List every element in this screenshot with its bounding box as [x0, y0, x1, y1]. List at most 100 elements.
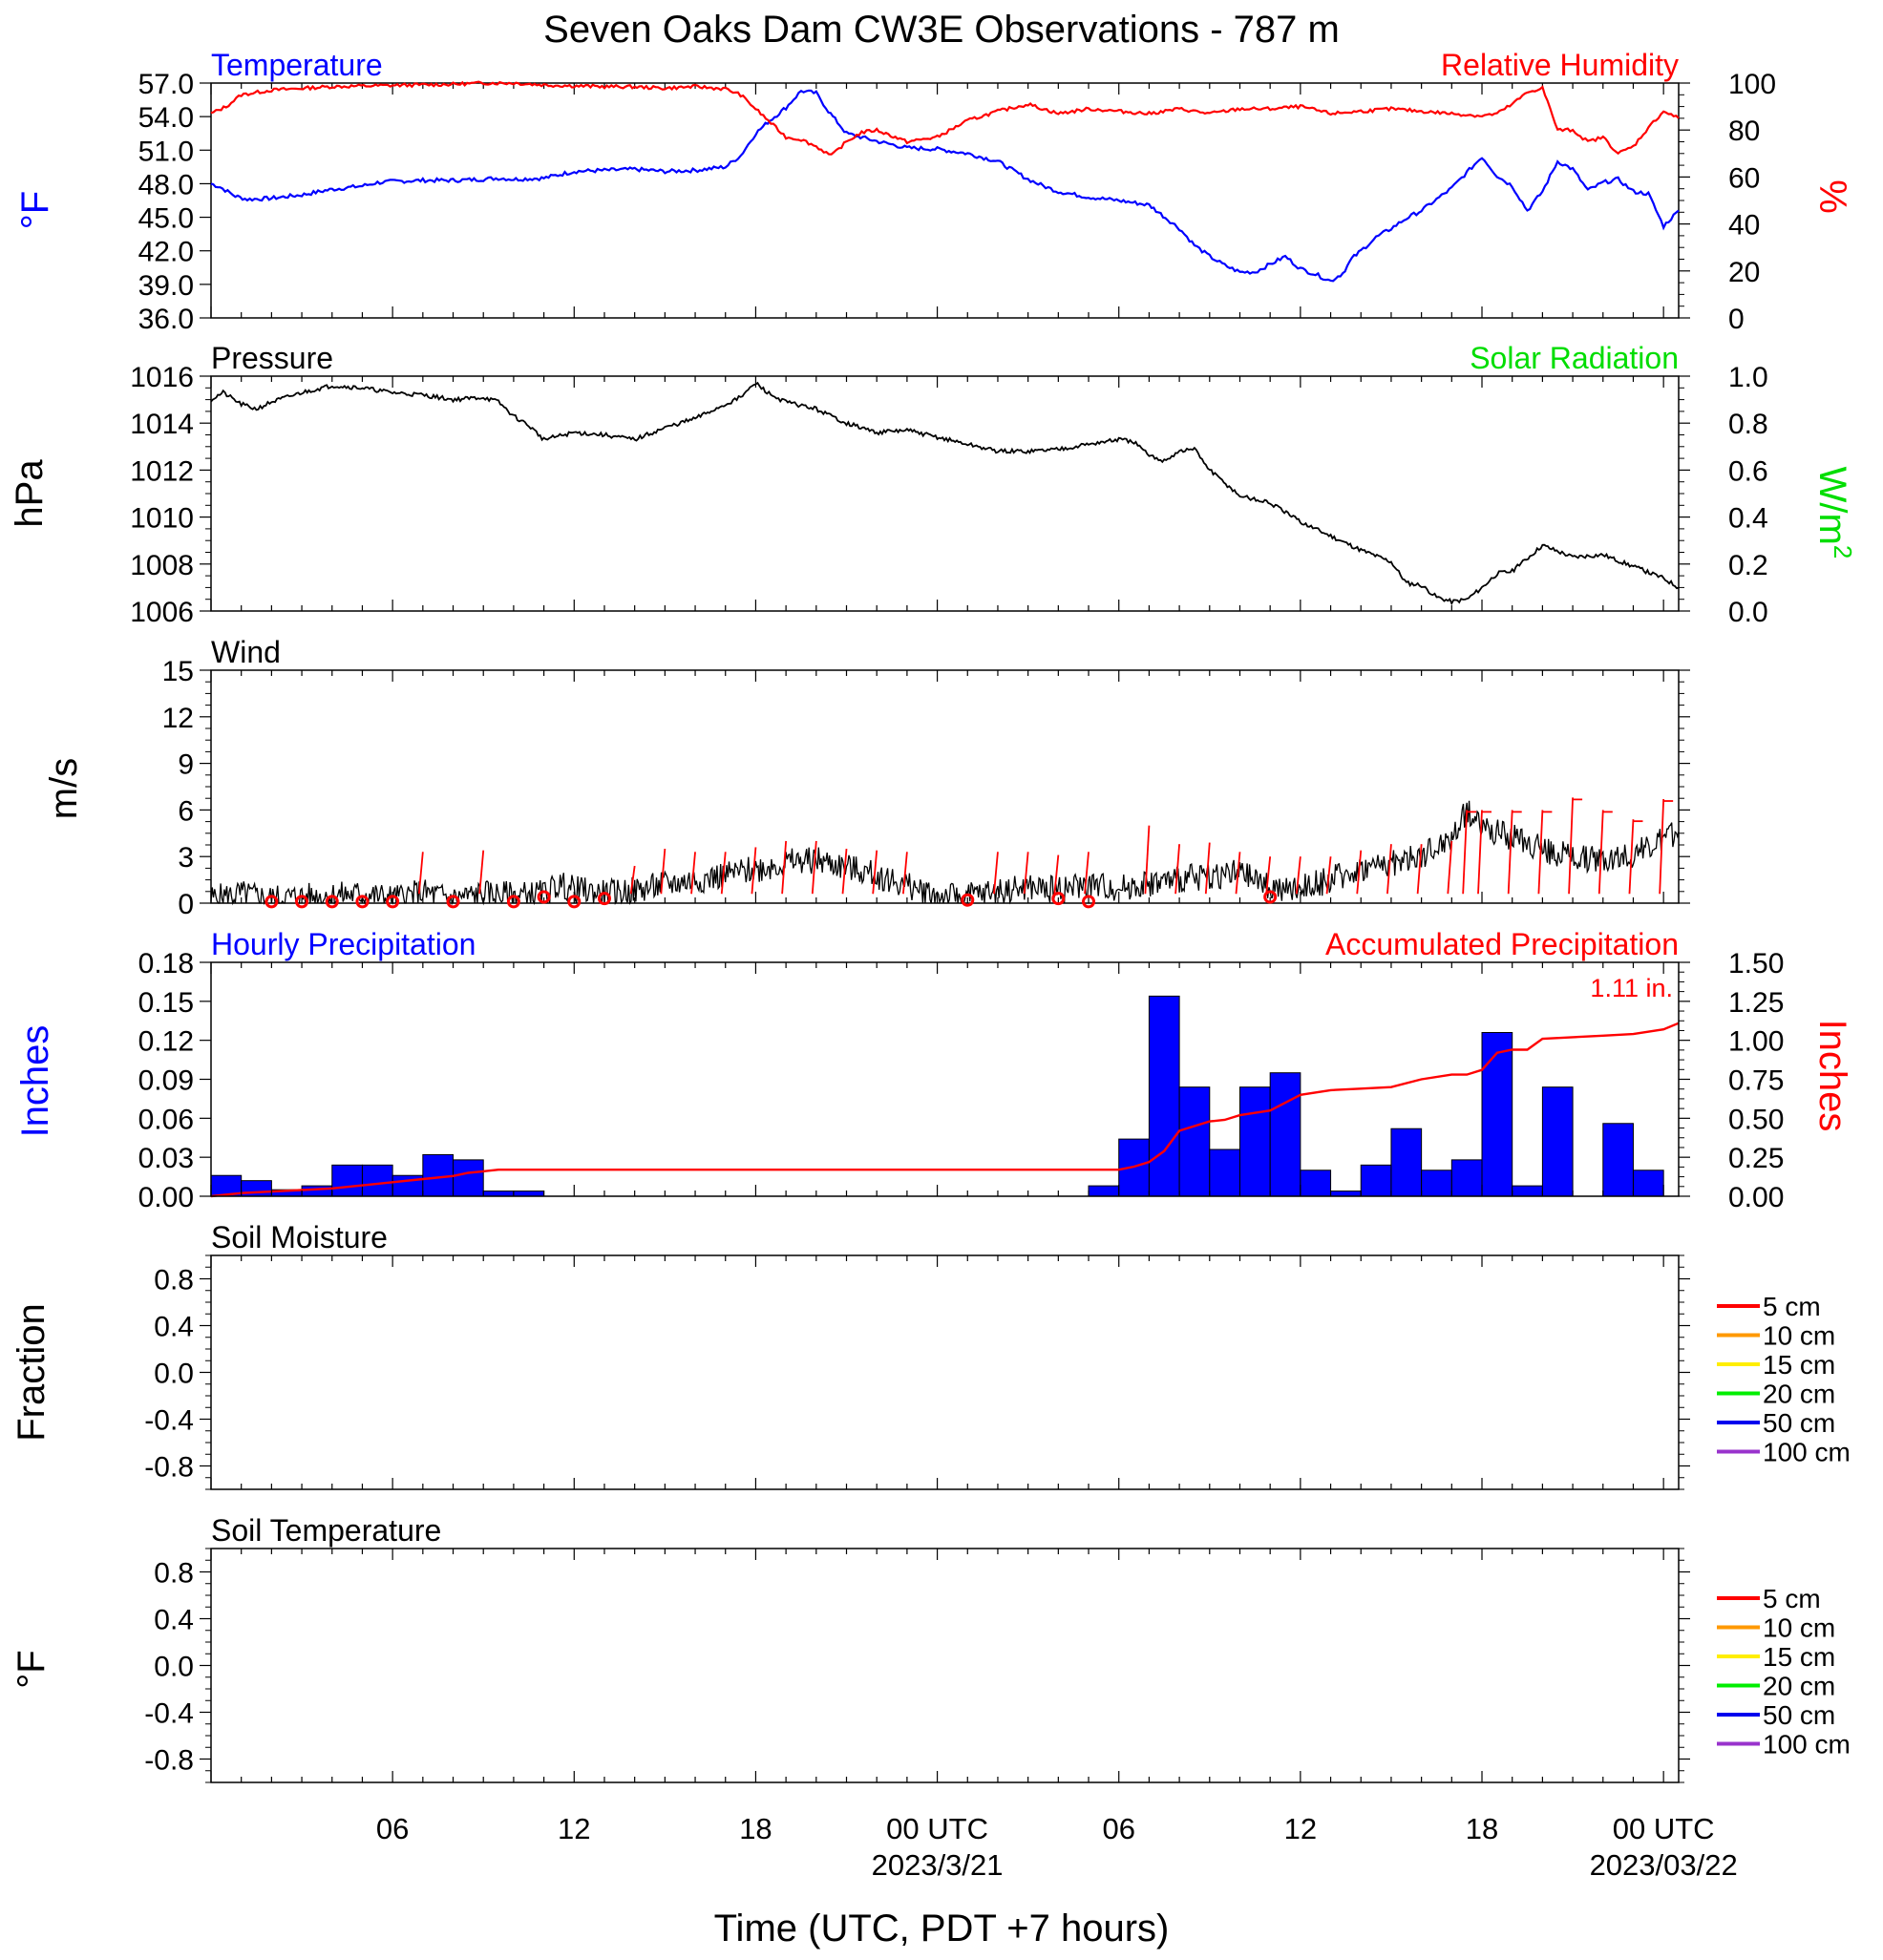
x-tick-label: 00 UTC: [1613, 1812, 1715, 1845]
wind-barb: [1235, 852, 1241, 895]
calm-marker: [295, 895, 309, 909]
wind-barb: [720, 852, 727, 895]
y-axis-label-soil: Fraction: [11, 1303, 53, 1442]
precip-bar: [1360, 1164, 1392, 1197]
panel-frame: [210, 1548, 1680, 1783]
wind-barb: [1356, 850, 1363, 895]
chart-title: Seven Oaks Dam CW3E Observations - 787 m: [543, 9, 1340, 51]
y-tick-label: 1016: [130, 362, 194, 393]
precip-bar: [1178, 1086, 1211, 1197]
precip-bar: [331, 1164, 363, 1197]
precip-bar: [361, 1164, 393, 1197]
y2-tick-label: 1.0: [1728, 362, 1768, 393]
wind-barb: [1295, 856, 1301, 895]
calm-marker: [537, 890, 551, 904]
y2-tick-label: 0.4: [1728, 503, 1768, 535]
wind-barb: [1174, 844, 1180, 895]
y-axis-label-solar: W/m2: [1811, 467, 1857, 559]
calm-marker: [325, 895, 339, 909]
y-tick-label: 0.0: [154, 1652, 194, 1683]
y-tick-label: -0.8: [144, 1745, 194, 1777]
wind-barb: [1597, 810, 1604, 895]
y-axis-label-humidity: %: [1811, 179, 1853, 214]
wind-barb: [1325, 856, 1332, 895]
y2-tick-label: 0.00: [1728, 1182, 1784, 1213]
calm-marker: [355, 895, 370, 909]
y-tick-label: 0.4: [154, 1312, 194, 1343]
legend-label: 10 cm: [1763, 1321, 1835, 1351]
y-tick-label: 0.06: [138, 1104, 194, 1135]
wind-barb: [690, 852, 696, 895]
legend-label: 15 cm: [1763, 1350, 1835, 1380]
y-tick-label: 3: [178, 842, 194, 874]
panel-precipitation: 0.18 0.15 0.12 0.09 0.06 0.03 0.00 1.50 1.25 1.00…: [14, 927, 1853, 1213]
panel-temperature-humidity: 57.054.051.048.045.042.039.036.0 100 80 60 4…: [14, 48, 1853, 335]
y-tick-label: 57.0: [138, 69, 194, 100]
y-tick-label: 45.0: [138, 203, 194, 235]
precip-bar: [1209, 1149, 1240, 1197]
y2-tick-label: 0: [1728, 304, 1745, 335]
legend-label: 5 cm: [1763, 1584, 1821, 1613]
legend-label: 5 cm: [1763, 1292, 1821, 1321]
y-tick-label: 36.0: [138, 304, 194, 335]
y-axis-label-accumulated: Inches: [1811, 1020, 1853, 1132]
wind-barb: [1386, 844, 1392, 895]
wind-barb: [1084, 852, 1090, 895]
wind-barb: [841, 848, 848, 895]
series-accumulated: [210, 1022, 1680, 1198]
panel-frame: [210, 375, 1680, 612]
calm-marker: [264, 895, 279, 909]
y-axis-label-soil: °F: [11, 1650, 53, 1688]
precip-bar: [1450, 1159, 1483, 1197]
wind-barb: [629, 865, 636, 895]
wind-barb: [1477, 810, 1483, 895]
wind-barb: [478, 850, 485, 895]
wind-barb: [1416, 844, 1423, 895]
precip-bar: [513, 1191, 545, 1197]
panel-title-pressure: Pressure: [211, 341, 333, 375]
y2-tick-label: 40: [1728, 210, 1760, 242]
calm-marker: [1051, 892, 1066, 906]
y-axis-label-temperature: °F: [14, 191, 56, 229]
y-tick-label: 42.0: [138, 237, 194, 268]
y-tick-label: 15: [162, 656, 194, 687]
y-tick-label: 6: [178, 795, 194, 827]
series-humidity: [210, 80, 1680, 156]
y-axis-label-wind: m/s: [43, 758, 85, 819]
wind-barb: [1265, 856, 1272, 895]
x-tick-label: 12: [558, 1812, 590, 1845]
panel-frame: [210, 669, 1680, 904]
panel-soil-moisture: 0.8 0.4 0.0 -0.4 -0.8 Soil Moisture Fraction 5 …: [11, 1220, 1851, 1490]
wind-barb: [781, 840, 788, 895]
panel-frame: [210, 82, 1680, 319]
x-tick-label: 18: [739, 1812, 772, 1845]
calm-marker: [446, 895, 460, 909]
wind-barb: [1144, 825, 1151, 895]
y2-tick-label: 1.50: [1728, 948, 1784, 980]
y2-tick-label: 1.25: [1728, 987, 1784, 1019]
y2-tick-label: 80: [1728, 116, 1760, 147]
x-tick-label: 00 UTC: [886, 1812, 988, 1845]
calm-marker: [386, 895, 400, 909]
y-tick-label: 1006: [130, 597, 194, 628]
wind-barb: [1023, 852, 1029, 895]
y-tick-label: 0.03: [138, 1143, 194, 1174]
y-tick-label: 0.00: [138, 1182, 194, 1213]
legend-label: 50 cm: [1763, 1700, 1835, 1730]
panel-pressure-solar: 1016 1014 1012 1010 1008 1006 1.0 0.8 0.6 0.4 0.2 0…: [9, 341, 1857, 628]
accumulated-total-label: 1.11 in.: [1590, 974, 1673, 1002]
y2-tick-label: 0.25: [1728, 1143, 1784, 1174]
legend-label: 20 cm: [1763, 1672, 1835, 1701]
precip-bar: [1300, 1170, 1332, 1197]
y-tick-label: 1012: [130, 455, 194, 487]
calm-marker: [1082, 895, 1096, 909]
wind-barb: [751, 847, 757, 895]
wind-barb: [872, 850, 878, 895]
wind-barb: [993, 852, 999, 895]
wind-barb: [1462, 810, 1469, 895]
wind-barb: [811, 840, 817, 895]
y-tick-label: 54.0: [138, 102, 194, 134]
legend-label: 20 cm: [1763, 1380, 1835, 1409]
